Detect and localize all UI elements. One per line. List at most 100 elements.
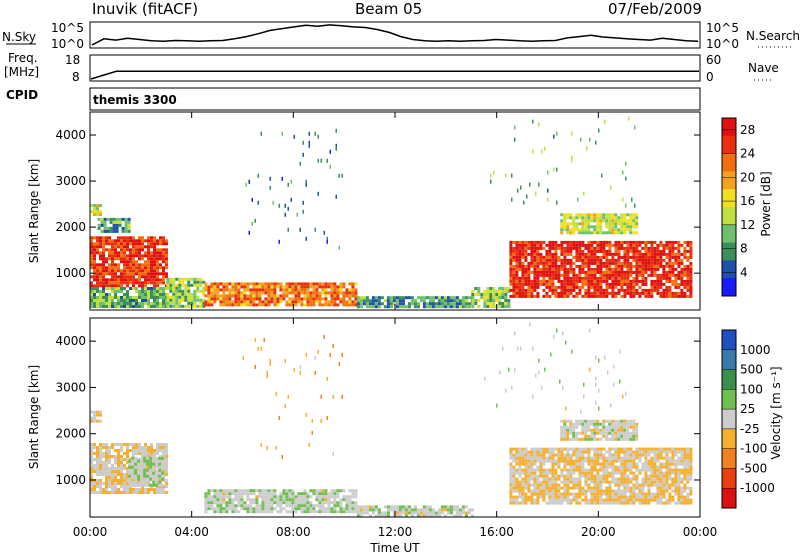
velocity-cell	[656, 498, 660, 502]
power-cell	[539, 270, 543, 274]
velocity-cell	[620, 456, 624, 460]
power-cell	[533, 240, 537, 244]
power-cell	[132, 284, 135, 288]
power-cell	[452, 296, 456, 300]
power-cell	[608, 264, 612, 268]
velocity-cell	[632, 428, 636, 432]
power-cell	[443, 305, 447, 309]
power-cell	[505, 173, 507, 178]
velocity-cell	[650, 465, 654, 469]
velocity-cell	[237, 501, 241, 505]
power-cell	[111, 260, 114, 264]
velocity-cell	[228, 507, 232, 511]
power-cell	[117, 242, 120, 246]
power-cell	[635, 240, 639, 244]
velocity-cell	[560, 428, 564, 432]
power-cell	[351, 303, 355, 307]
velocity-cell	[548, 453, 552, 457]
velocity-cell	[299, 364, 301, 369]
velocity-cell	[152, 483, 156, 487]
velocity-cell	[254, 337, 256, 342]
velocity-cell	[297, 504, 301, 508]
power-cell	[126, 263, 129, 267]
velocity-cell	[204, 504, 208, 508]
power-cell	[635, 270, 639, 274]
velocity-cell	[518, 471, 522, 475]
power-cell	[611, 282, 615, 286]
power-cell	[222, 297, 226, 301]
power-cell	[653, 267, 657, 271]
velocity-cell	[578, 459, 582, 463]
velocity-cell	[653, 495, 657, 499]
power-cell	[354, 300, 358, 304]
power-cell	[644, 255, 648, 259]
velocity-cell	[542, 468, 546, 472]
velocity-cell	[668, 450, 672, 454]
velocity-cell	[533, 501, 537, 505]
power-cell	[120, 248, 123, 252]
velocity-cell	[234, 495, 238, 499]
power-cell	[671, 264, 675, 268]
velocity-cell	[288, 510, 292, 514]
power-cell	[117, 299, 120, 302]
power-colorbar-label: Power [dB]	[759, 171, 773, 236]
power-cell	[356, 296, 360, 300]
power-cell	[449, 305, 453, 309]
power-cell	[123, 302, 126, 305]
power-cell	[584, 216, 588, 220]
power-cell	[181, 298, 185, 302]
power-cell	[395, 305, 399, 309]
power-cell	[147, 299, 150, 302]
velocity-cell	[509, 471, 513, 475]
colorbar-segment	[722, 349, 736, 371]
power-cell	[647, 294, 651, 298]
power-cell	[590, 213, 594, 217]
velocity-cell	[656, 483, 660, 487]
power-cell	[599, 294, 603, 298]
velocity-cell	[140, 483, 144, 487]
power-cell	[626, 225, 630, 229]
velocity-cell	[339, 489, 343, 493]
velocity-cell	[413, 511, 417, 515]
velocity-cell	[306, 504, 310, 508]
velocity-cell	[632, 465, 636, 469]
power-cell	[593, 258, 597, 262]
velocity-cell	[599, 480, 603, 484]
power-cell	[498, 296, 502, 299]
velocity-cell	[464, 511, 468, 515]
power-cell	[578, 231, 582, 235]
power-cell	[228, 297, 232, 301]
velocity-cell	[542, 492, 546, 496]
velocity-cell	[644, 498, 648, 502]
power-cell	[99, 236, 102, 240]
velocity-cell	[222, 507, 226, 511]
velocity-cell	[99, 461, 102, 464]
velocity-cell	[96, 464, 99, 467]
power-cell	[662, 243, 666, 247]
power-cell	[509, 258, 513, 262]
power-region	[90, 236, 168, 288]
velocity-cell	[314, 355, 316, 360]
power-cell	[165, 257, 168, 261]
power-cell	[507, 299, 511, 302]
velocity-cell	[102, 446, 105, 449]
velocity-cell	[599, 486, 603, 490]
power-cell	[680, 273, 684, 277]
power-cell	[536, 243, 540, 247]
velocity-cell	[587, 428, 591, 432]
power-cell	[162, 290, 165, 293]
power-cell	[575, 249, 579, 253]
velocity-cell	[653, 468, 657, 472]
power-cell	[498, 290, 502, 293]
power-cell	[617, 273, 621, 277]
power-cell	[492, 296, 496, 299]
velocity-cell	[123, 458, 126, 461]
power-cell	[93, 242, 96, 246]
velocity-cell	[300, 507, 304, 511]
velocity-cell	[584, 422, 588, 426]
velocity-cell	[620, 471, 624, 475]
power-cell	[282, 294, 286, 298]
power-cell	[659, 294, 663, 298]
power-cell	[587, 240, 591, 244]
velocity-cell	[632, 489, 636, 493]
